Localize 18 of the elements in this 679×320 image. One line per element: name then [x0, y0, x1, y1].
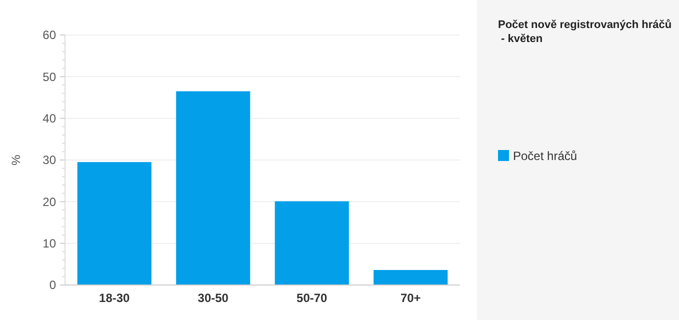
legend-label: Počet hráčů	[513, 149, 578, 163]
y-tick-label: 20	[42, 194, 56, 209]
y-tick-label: 40	[42, 112, 56, 126]
x-tick-label: 18-30	[99, 291, 130, 305]
y-axis-title: %	[9, 154, 23, 166]
y-tick-label: 60	[42, 28, 56, 42]
text: Počet nově registrovaných hráčů - květen	[498, 19, 672, 45]
y-tick-label: 50	[42, 70, 56, 84]
y-tick-label: 0	[49, 278, 56, 292]
bar	[374, 270, 448, 285]
y-tick-label: 30	[42, 153, 56, 168]
bar	[176, 91, 250, 285]
bar	[274, 201, 349, 285]
x-tick-label: 70+	[400, 291, 421, 305]
x-tick-label: 50-70	[296, 291, 328, 305]
x-tick-label: 30-50	[198, 291, 229, 305]
bar	[77, 162, 152, 285]
y-tick-label: 10	[42, 236, 56, 251]
